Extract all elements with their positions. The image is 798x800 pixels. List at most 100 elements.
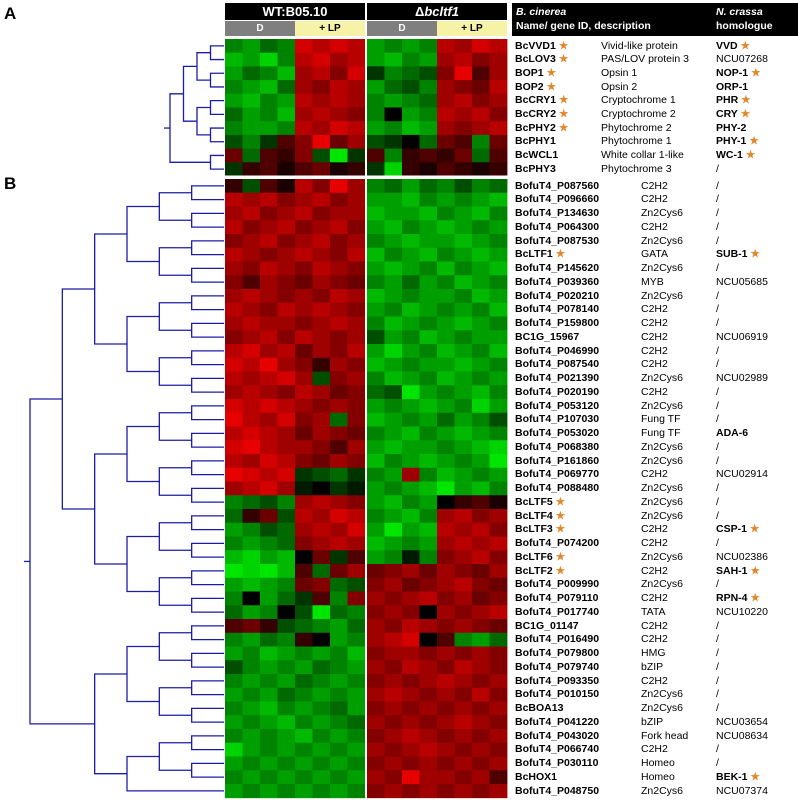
heatmap-cell bbox=[384, 756, 403, 771]
gene-name: BcWCL1 bbox=[515, 148, 558, 162]
dendrogram-branch bbox=[191, 295, 224, 311]
gene-name: BcPHY3 bbox=[515, 162, 556, 176]
gene-description: White collar 1-like bbox=[601, 149, 684, 162]
heatmap-cell bbox=[489, 39, 508, 54]
heatmap-cell bbox=[295, 577, 313, 592]
heatmap-cell bbox=[295, 316, 313, 331]
gene-id: BofuT4_P053020 bbox=[515, 427, 600, 439]
heatmap-cell bbox=[277, 93, 296, 108]
heatmap-cell bbox=[367, 481, 385, 496]
heatmap-cell bbox=[242, 467, 261, 482]
heatmap-cell bbox=[260, 192, 278, 207]
heatmap-cell bbox=[330, 522, 348, 537]
heatmap-cell bbox=[419, 550, 438, 565]
heatmap-cell bbox=[489, 756, 508, 771]
heatmap-cell bbox=[367, 344, 385, 359]
heatmap-cell bbox=[295, 399, 313, 414]
heatmap-cell bbox=[330, 742, 348, 757]
heatmap-cell bbox=[437, 316, 455, 331]
gene-description: C2H2 bbox=[641, 385, 668, 398]
heatmap-cell bbox=[402, 302, 420, 317]
homologue-id: NCU06919 bbox=[716, 330, 768, 343]
heatmap-cell bbox=[419, 495, 438, 510]
heatmap-cell bbox=[295, 756, 313, 771]
heatmap-cell bbox=[330, 687, 348, 702]
heatmap-cell bbox=[312, 619, 331, 634]
heatmap-cell bbox=[472, 107, 490, 122]
heatmap-cell bbox=[260, 550, 278, 565]
ncrassa-homologue: / bbox=[716, 234, 719, 248]
heatmap-cell bbox=[277, 687, 296, 702]
heatmap-cell bbox=[225, 357, 243, 372]
gene-id: BcLTF3 bbox=[515, 523, 553, 536]
homologue-id: / bbox=[716, 413, 719, 426]
heatmap-cell bbox=[489, 577, 508, 592]
heatmap-cell bbox=[454, 134, 473, 149]
heatmap-cell bbox=[312, 522, 331, 537]
heatmap-cell bbox=[312, 275, 331, 290]
heatmap-cell bbox=[277, 729, 296, 744]
heatmap-cell bbox=[419, 632, 438, 647]
heatmap-cell bbox=[472, 247, 490, 262]
gene-id: BcHOX1 bbox=[515, 770, 558, 783]
heatmap-cell bbox=[295, 536, 313, 551]
heatmap-cell bbox=[277, 148, 296, 163]
gene-name: BcPHY1 bbox=[515, 134, 556, 148]
heatmap-cell bbox=[330, 715, 348, 730]
heatmap-cell bbox=[454, 302, 473, 317]
heatmap-cell bbox=[312, 440, 331, 455]
heatmap-cell bbox=[454, 619, 473, 634]
heatmap-cell bbox=[330, 275, 348, 290]
heatmap-cell bbox=[437, 729, 455, 744]
heatmap-cell bbox=[330, 192, 348, 207]
gene-name: BofuT4_P046990 bbox=[515, 344, 599, 358]
heatmap-cell bbox=[437, 134, 455, 149]
heatmap-cell bbox=[347, 412, 366, 427]
gene-name: BofuT4_P010150 bbox=[515, 687, 599, 701]
homologue-id: / bbox=[716, 619, 719, 632]
heatmap-cell bbox=[347, 220, 366, 235]
heatmap-cell bbox=[312, 412, 331, 427]
heatmap-cell bbox=[402, 701, 420, 716]
heatmap-cell bbox=[454, 687, 473, 702]
ncrassa-homologue: PHY-1 ★ bbox=[716, 134, 759, 148]
heatmap-cell bbox=[437, 591, 455, 606]
heatmap-cell bbox=[419, 399, 438, 414]
star-icon: ★ bbox=[555, 248, 566, 261]
heatmap-cell bbox=[295, 619, 313, 634]
ncrassa-homologue: NCU05685 bbox=[716, 275, 768, 289]
heatmap-cell bbox=[260, 467, 278, 482]
heatmap-cell bbox=[277, 481, 296, 496]
heatmap-cell bbox=[419, 756, 438, 771]
heatmap-cell bbox=[295, 121, 313, 136]
ncrassa-homologue: SAH-1 ★ bbox=[716, 564, 760, 578]
heatmap-cell bbox=[260, 481, 278, 496]
heatmap-cell bbox=[242, 162, 261, 177]
heatmap-cell bbox=[277, 371, 296, 386]
heatmap-cell bbox=[312, 605, 331, 620]
heatmap-cell bbox=[419, 564, 438, 579]
ncrassa-homologue: / bbox=[716, 162, 719, 176]
heatmap-cell bbox=[454, 121, 473, 136]
ncrassa-homologue: / bbox=[716, 440, 719, 454]
gene-name: BcBOA13 bbox=[515, 701, 563, 715]
heatmap-cell bbox=[489, 93, 508, 108]
gene-name: BofuT4_P079800 bbox=[515, 646, 599, 660]
gene-description: TATA bbox=[641, 605, 666, 618]
dendrogram-branch bbox=[182, 65, 197, 122]
heatmap-cell bbox=[295, 344, 313, 359]
homologue-id: CSP-1 bbox=[716, 523, 747, 536]
heatmap-cell bbox=[242, 646, 261, 661]
heatmap-cell bbox=[454, 674, 473, 689]
gene-name: BofuT4_P079740 bbox=[515, 660, 599, 674]
dendrogram-branch bbox=[169, 93, 211, 163]
heatmap-cell bbox=[472, 784, 490, 799]
heatmap-cell bbox=[367, 577, 385, 592]
heatmap-cell bbox=[312, 660, 331, 675]
heatmap-cell bbox=[242, 770, 261, 785]
gene-description: C2H2 bbox=[641, 592, 668, 604]
heatmap-cell bbox=[295, 509, 313, 524]
heatmap-cell bbox=[489, 536, 508, 551]
dendrogram-branch bbox=[196, 106, 211, 136]
gene-name: BofuT4_P087560 bbox=[515, 179, 599, 193]
